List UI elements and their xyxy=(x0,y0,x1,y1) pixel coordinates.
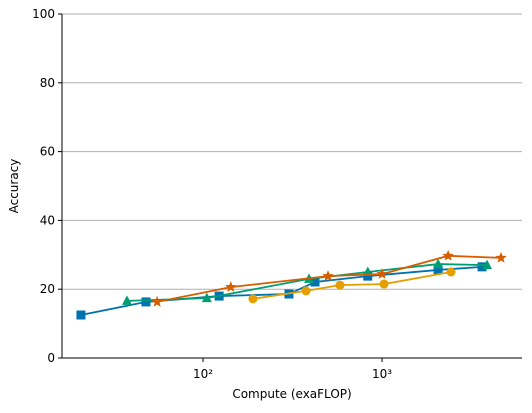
marker xyxy=(442,249,454,261)
x-tick-label: 10³ xyxy=(372,367,392,381)
line xyxy=(80,265,483,316)
marker xyxy=(121,295,132,305)
marker xyxy=(477,262,487,272)
marker xyxy=(335,280,345,290)
marker xyxy=(151,295,163,307)
marker xyxy=(379,279,389,289)
marker xyxy=(446,267,456,277)
x-axis-label: Compute (exaFLOP) xyxy=(232,387,351,401)
marker xyxy=(376,268,388,279)
marker xyxy=(225,281,237,292)
marker xyxy=(310,277,320,287)
marker xyxy=(322,270,334,281)
x-tick-label: 10² xyxy=(193,367,213,381)
marker xyxy=(433,258,444,269)
marker xyxy=(248,294,258,304)
line xyxy=(156,254,502,303)
y-axis-label: Accuracy xyxy=(7,159,21,214)
y-tick-label: 0 xyxy=(47,351,55,365)
marker xyxy=(201,292,212,303)
marker xyxy=(482,259,493,270)
y-tick-label: 60 xyxy=(40,145,55,159)
y-tick-label: 40 xyxy=(40,213,55,227)
marker xyxy=(495,251,507,263)
marker xyxy=(363,271,373,281)
y-tick-label: 80 xyxy=(40,76,55,90)
marker xyxy=(76,310,86,320)
marker xyxy=(301,286,311,296)
marker xyxy=(141,297,151,307)
y-tick-label: 100 xyxy=(32,7,55,21)
marker xyxy=(433,265,443,275)
y-tick-label: 20 xyxy=(40,282,55,296)
